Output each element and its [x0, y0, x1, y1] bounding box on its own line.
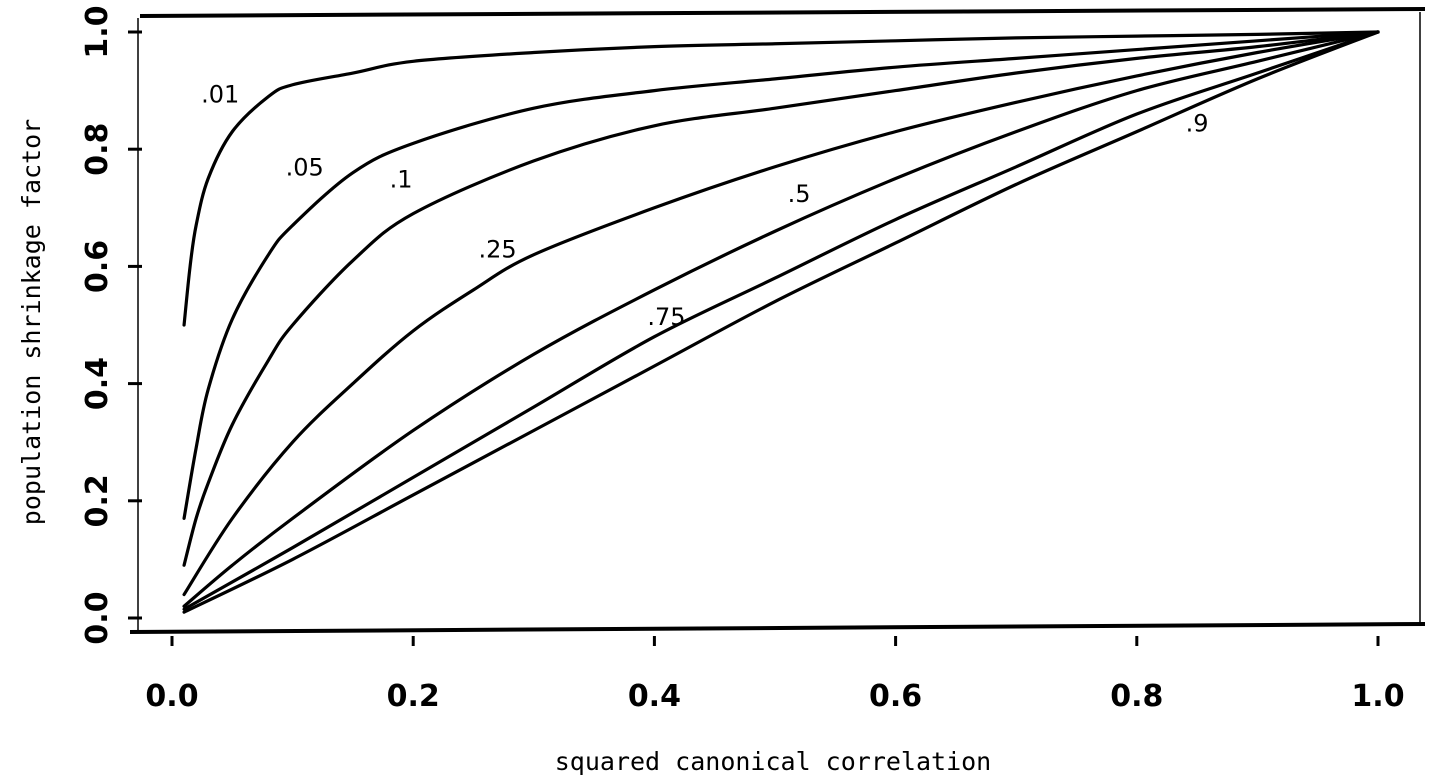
curve-label: .01	[201, 80, 239, 108]
series-layer	[182, 30, 1380, 614]
x-tick-label: 0.0	[145, 679, 198, 714]
x-tick-label: 0.6	[869, 679, 922, 714]
curve-labels: .01 .05 .1 .25 .5 .75 .9	[201, 80, 1208, 331]
curve-label: .5	[788, 180, 811, 208]
y-tick-label: 0.2	[80, 474, 115, 527]
plot-frame	[129, 7, 1426, 634]
y-tick-label: 0.4	[80, 357, 115, 410]
y-tick-label: 0.8	[80, 123, 115, 176]
y-tick-label: 0.0	[80, 591, 115, 644]
x-tick-label: 0.4	[628, 679, 681, 714]
series-line-p25	[182, 30, 1380, 597]
series-line-p05	[182, 30, 1380, 520]
curve-label: .1	[390, 165, 413, 193]
x-axis-title: squared canonical correlation	[555, 747, 992, 776]
curve-label: .9	[1186, 110, 1209, 138]
x-axis: 0.0 0.2 0.4 0.6 0.8 1.0	[145, 636, 1405, 714]
series-line-p5	[182, 30, 1380, 608]
x-tick-label: 0.2	[387, 679, 440, 714]
series-line-p9	[182, 30, 1380, 614]
series-line-p01	[182, 30, 1380, 327]
y-tick-label: 0.6	[80, 240, 115, 293]
x-tick-label: 1.0	[1351, 679, 1404, 714]
y-axis: 0.0 0.2 0.4 0.6 0.8 1.0	[80, 5, 142, 645]
series-line-p75	[182, 30, 1380, 611]
curve-label: .25	[479, 236, 517, 264]
frame-bottom	[129, 622, 1426, 634]
frame-top	[139, 7, 1426, 18]
series-line-p1	[182, 30, 1380, 567]
y-axis-title: population shrinkage factor	[17, 119, 46, 525]
curve-label: .75	[647, 303, 685, 331]
x-tick-label: 0.8	[1110, 679, 1163, 714]
curve-label: .05	[286, 154, 324, 182]
y-tick-label: 1.0	[80, 5, 115, 58]
